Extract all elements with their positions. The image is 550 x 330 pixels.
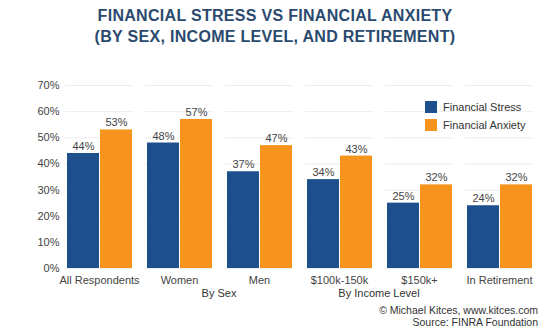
svg-text:43%: 43% <box>345 143 367 155</box>
svg-text:By Income Level: By Income Level <box>338 287 419 299</box>
svg-text:34%: 34% <box>312 166 334 178</box>
svg-text:Women: Women <box>161 274 199 286</box>
svg-text:53%: 53% <box>105 116 127 128</box>
svg-text:48%: 48% <box>152 130 174 142</box>
svg-text:By Sex: By Sex <box>202 287 237 299</box>
html-text:Financial Stress: Financial Stress <box>443 101 522 113</box>
svg-text:$150k+: $150k+ <box>401 274 437 286</box>
svg-text:$100k-150k: $100k-150k <box>311 274 369 286</box>
svg-text:32%: 32% <box>425 171 447 183</box>
svg-text:57%: 57% <box>185 106 207 118</box>
svg-text:10%: 10% <box>37 236 59 248</box>
html-text:FINANCIAL STRESS VS FINANCIAL: FINANCIAL STRESS VS FINANCIAL ANXIETY <box>97 7 453 24</box>
svg-text:70%: 70% <box>37 79 59 91</box>
svg-text:30%: 30% <box>37 184 59 196</box>
svg-text:44%: 44% <box>72 140 94 152</box>
html-text:Financial Anxiety: Financial Anxiety <box>443 119 526 131</box>
svg-text:40%: 40% <box>37 157 59 169</box>
svg-text:All Respondents: All Respondents <box>59 274 140 286</box>
html-text:© Michael Kitces, www.kitces.c: © Michael Kitces, www.kitces.com <box>379 304 538 316</box>
html-text:Source: FINRA Foundation: Source: FINRA Foundation <box>412 316 538 328</box>
svg-text:50%: 50% <box>37 131 59 143</box>
svg-text:In Retirement: In Retirement <box>466 274 532 286</box>
svg-text:0%: 0% <box>44 262 60 274</box>
svg-text:60%: 60% <box>37 105 59 117</box>
svg-text:32%: 32% <box>505 171 527 183</box>
svg-text:24%: 24% <box>472 192 494 204</box>
svg-text:Men: Men <box>249 274 270 286</box>
svg-text:47%: 47% <box>265 132 287 144</box>
html-text:(BY SEX, INCOME LEVEL, AND RET: (BY SEX, INCOME LEVEL, AND RETIREMENT) <box>94 28 456 45</box>
svg-text:37%: 37% <box>232 158 254 170</box>
svg-text:20%: 20% <box>37 210 59 222</box>
svg-text:25%: 25% <box>392 190 414 202</box>
